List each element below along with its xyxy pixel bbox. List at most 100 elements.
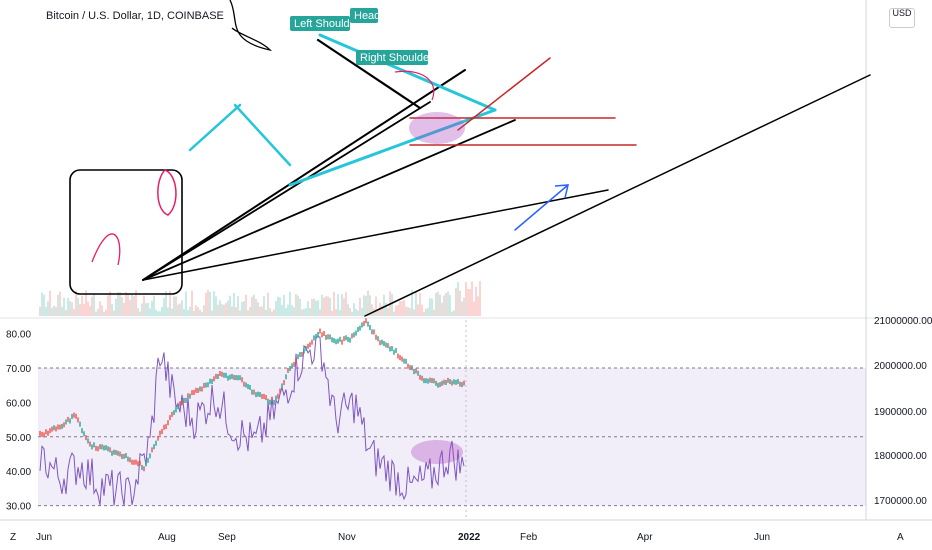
mini-candle	[431, 378, 433, 384]
volume-bar	[453, 310, 455, 316]
mini-candle	[189, 393, 191, 399]
mini-candle	[83, 431, 85, 437]
mini-candle	[171, 411, 173, 417]
volume-bar	[283, 295, 285, 316]
currency-label[interactable]: USD	[889, 8, 915, 28]
volume-bar	[43, 294, 45, 316]
mini-candle	[449, 379, 451, 385]
volume-bar	[333, 291, 335, 316]
trendline	[142, 119, 516, 281]
volume-bar	[81, 295, 83, 316]
rsi-tick-label: 70.00	[6, 364, 31, 375]
mini-candle	[435, 380, 437, 386]
volume-bar	[87, 301, 89, 316]
mini-candle	[249, 384, 251, 390]
volume-bar	[77, 297, 79, 316]
mini-candle	[277, 393, 279, 399]
annotation-label: Right Shoulder	[360, 52, 433, 64]
mini-candle	[51, 426, 53, 432]
mini-candle	[105, 445, 107, 451]
volume-bar	[243, 301, 245, 316]
auto-scale-icon: A	[897, 532, 904, 543]
volume-bar	[295, 294, 297, 316]
mini-candle	[387, 343, 389, 349]
mini-candle	[185, 397, 187, 403]
volume-bar	[79, 304, 81, 316]
mini-candle	[415, 368, 417, 374]
mini-candle	[363, 321, 365, 327]
mini-candle	[351, 333, 353, 339]
axes: 21000000.00 2000000.00 1900000.00 1800000.0…	[6, 316, 932, 513]
volume-bar	[255, 299, 257, 316]
target-line	[457, 57, 551, 131]
volume-bar	[65, 310, 67, 316]
mini-candle	[131, 459, 133, 465]
mini-candle	[243, 381, 245, 387]
volume-bar	[161, 306, 163, 316]
volume-bar	[385, 302, 387, 316]
time-tick-label: Sep	[218, 532, 236, 543]
mini-candle	[79, 421, 81, 427]
volume-bar	[225, 302, 227, 316]
volume-bar	[297, 295, 299, 316]
mini-candle	[49, 428, 51, 434]
mini-candle	[265, 395, 267, 401]
mini-candle	[201, 386, 203, 392]
volume-bar	[263, 296, 265, 316]
volume-bar	[133, 296, 135, 316]
volume-bar	[181, 300, 183, 316]
mini-candle	[175, 407, 177, 413]
volume-bar	[61, 306, 63, 316]
mini-candle	[151, 447, 153, 453]
volume-bar	[281, 304, 283, 316]
mini-candle	[263, 393, 265, 399]
volume-bar	[117, 292, 119, 316]
mini-candle	[77, 417, 79, 423]
mini-candle	[115, 449, 117, 455]
volume-bar	[261, 306, 263, 316]
volume-bar	[91, 296, 93, 316]
consolidation-highlight	[409, 112, 465, 144]
mini-candle	[173, 410, 175, 416]
mini-candle	[253, 389, 255, 395]
volume-bar	[405, 306, 407, 316]
volume-bar	[185, 291, 187, 316]
hand-drawn-stroke	[229, 0, 273, 52]
volume-bar	[195, 305, 197, 316]
mini-candle	[199, 386, 201, 392]
volume-bar	[271, 311, 273, 316]
mini-candle	[55, 426, 57, 432]
volume-bar	[49, 290, 51, 316]
mini-candle	[57, 424, 59, 430]
rsi-panel	[39, 318, 465, 506]
mini-candle	[211, 378, 213, 384]
mini-candle	[397, 353, 399, 359]
mini-candle	[389, 346, 391, 352]
volume-bar	[339, 309, 341, 316]
volume-bar	[303, 308, 305, 316]
volume-bar	[315, 300, 317, 316]
mini-candle	[121, 453, 123, 459]
mini-candle	[125, 453, 127, 459]
mini-candle	[75, 413, 77, 419]
volume-bar	[365, 295, 367, 316]
mini-candle	[65, 419, 67, 425]
mini-candle	[455, 379, 457, 385]
mini-candle	[177, 404, 179, 410]
mini-candle	[307, 343, 309, 349]
volume-bar	[235, 307, 237, 316]
volume-bar	[439, 294, 441, 316]
mini-candle	[439, 382, 441, 388]
mini-candle	[327, 334, 329, 340]
volume-bar	[343, 298, 345, 316]
grid	[0, 0, 932, 521]
volume-bar	[45, 306, 47, 316]
mini-candle	[443, 379, 445, 385]
volume-bar	[165, 291, 167, 316]
volume-bar	[327, 296, 329, 316]
mini-candle	[353, 332, 355, 338]
volume-bar	[167, 307, 169, 316]
volume-bar	[173, 296, 175, 316]
mini-candle	[53, 425, 55, 431]
